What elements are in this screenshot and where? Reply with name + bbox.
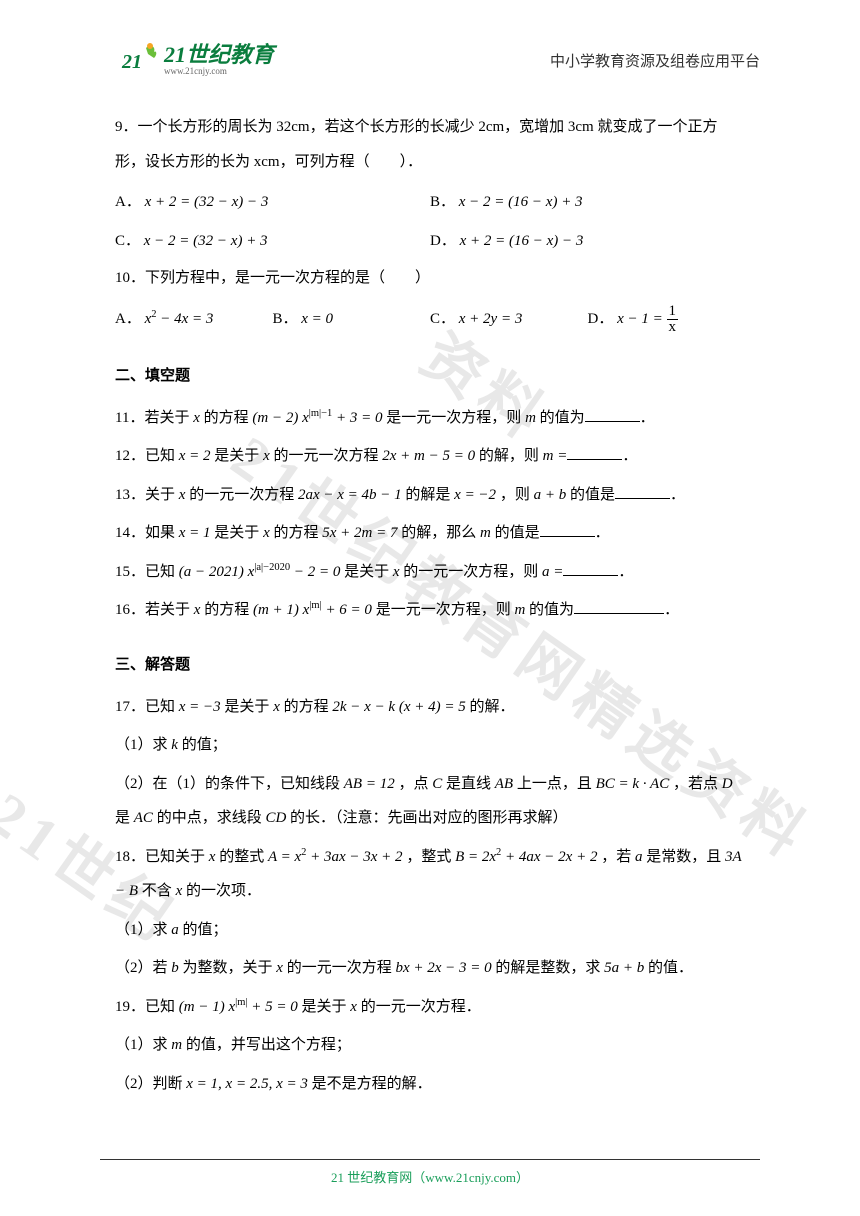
- q10-options-row: A． x2 − 4x = 3 B． x = 0 C． x + 2y = 3 D．…: [115, 300, 745, 339]
- page-content: 9．一个长方形的周长为 32cm，若这个长方形的长减少 2cm，宽增加 3cm …: [0, 90, 860, 1101]
- logo-text: 21世纪教育 www.21cnjy.com: [164, 44, 274, 77]
- q9-opt-a-label: A．: [115, 194, 141, 210]
- question-15: 15．已知 (a − 2021) x|a|−2020 − 2 = 0 是关于 x…: [115, 555, 745, 590]
- svg-text:21: 21: [121, 51, 142, 73]
- q10-opt-d-label: D．: [588, 311, 614, 327]
- question-13: 13．关于 x 的一元一次方程 2ax − x = 4b − 1 的解是 x =…: [115, 478, 745, 513]
- question-11: 11．若关于 x 的方程 (m − 2) x|m|−1 + 3 = 0 是一元一…: [115, 401, 745, 436]
- question-17: 17．已知 x = −3 是关于 x 的方程 2k − x − k (x + 4…: [115, 690, 745, 725]
- question-18-p2: （2）若 b 为整数，关于 x 的一元一次方程 bx + 2x − 3 = 0 …: [115, 951, 745, 986]
- blank: [615, 484, 670, 499]
- q10-opt-d-eq: x − 1 = 1x: [617, 311, 678, 327]
- question-14: 14．如果 x = 1 是关于 x 的方程 5x + 2m = 7 的解，那么 …: [115, 516, 745, 551]
- q9-opt-d-eq: x + 2 = (16 − x) − 3: [460, 233, 584, 249]
- question-18: 18．已知关于 x 的整式 A = x2 + 3ax − 3x + 2 ，整式 …: [115, 840, 745, 909]
- question-17-p2: （2）在（1）的条件下，已知线段 AB = 12 ，点 C 是直线 AB 上一点…: [115, 767, 745, 836]
- q9-opt-b-eq: x − 2 = (16 − x) + 3: [459, 194, 583, 210]
- question-19-p1: （1）求 m 的值，并写出这个方程；: [115, 1028, 745, 1063]
- page-header: 21 21世纪教育 www.21cnjy.com 中小学教育资源及组卷应用平台: [0, 0, 860, 90]
- q10-opt-a-eq: x2 − 4x = 3: [145, 311, 214, 327]
- q9-options-row1: A． x + 2 = (32 − x) − 3 B． x − 2 = (16 −…: [115, 183, 745, 222]
- q10-opt-b-eq: x = 0: [301, 311, 333, 327]
- q9-opt-c-eq: x − 2 = (32 − x) + 3: [144, 233, 268, 249]
- section-2-title: 二、填空题: [115, 361, 745, 391]
- header-right-text: 中小学教育资源及组卷应用平台: [550, 50, 760, 71]
- q10-opt-c-eq: x + 2y = 3: [459, 311, 523, 327]
- logo-sub-text: www.21cnjy.com: [164, 66, 274, 77]
- question-12: 12．已知 x = 2 是关于 x 的一元一次方程 2x + m − 5 = 0…: [115, 439, 745, 474]
- q9-opt-c-label: C．: [115, 233, 140, 249]
- page-footer: 21 世纪教育网（www.21cnjy.com）: [0, 1167, 860, 1186]
- blank: [567, 445, 622, 460]
- q9-opt-d-label: D．: [430, 233, 456, 249]
- q10-opt-a-label: A．: [115, 311, 141, 327]
- question-9: 9．一个长方形的周长为 32cm，若这个长方形的长减少 2cm，宽增加 3cm …: [115, 110, 745, 179]
- question-19: 19．已知 (m − 1) x|m| + 5 = 0 是关于 x 的一元一次方程…: [115, 990, 745, 1025]
- question-16: 16．若关于 x 的方程 (m + 1) x|m| + 6 = 0 是一元一次方…: [115, 593, 745, 628]
- footer-divider: [100, 1159, 760, 1160]
- q10-opt-c-label: C．: [430, 311, 455, 327]
- q9-opt-b-label: B．: [430, 194, 455, 210]
- question-19-p2: （2）判断 x = 1, x = 2.5, x = 3 是不是方程的解．: [115, 1067, 745, 1102]
- logo-main-text: 21世纪教育: [164, 44, 274, 66]
- logo: 21 21世纪教育 www.21cnjy.com: [120, 40, 274, 80]
- question-18-p1: （1）求 a 的值；: [115, 913, 745, 948]
- question-10: 10．下列方程中，是一元一次方程的是（ ）: [115, 261, 745, 296]
- blank: [540, 522, 595, 537]
- q9-opt-a-eq: x + 2 = (32 − x) − 3: [145, 194, 269, 210]
- blank: [574, 599, 664, 614]
- question-17-p1: （1）求 k 的值；: [115, 728, 745, 763]
- section-3-title: 三、解答题: [115, 650, 745, 680]
- logo-icon: 21: [120, 40, 160, 80]
- q10-opt-b-label: B．: [273, 311, 298, 327]
- blank: [585, 407, 640, 422]
- q9-options-row2: C． x − 2 = (32 − x) + 3 D． x + 2 = (16 −…: [115, 222, 745, 261]
- blank: [563, 561, 618, 576]
